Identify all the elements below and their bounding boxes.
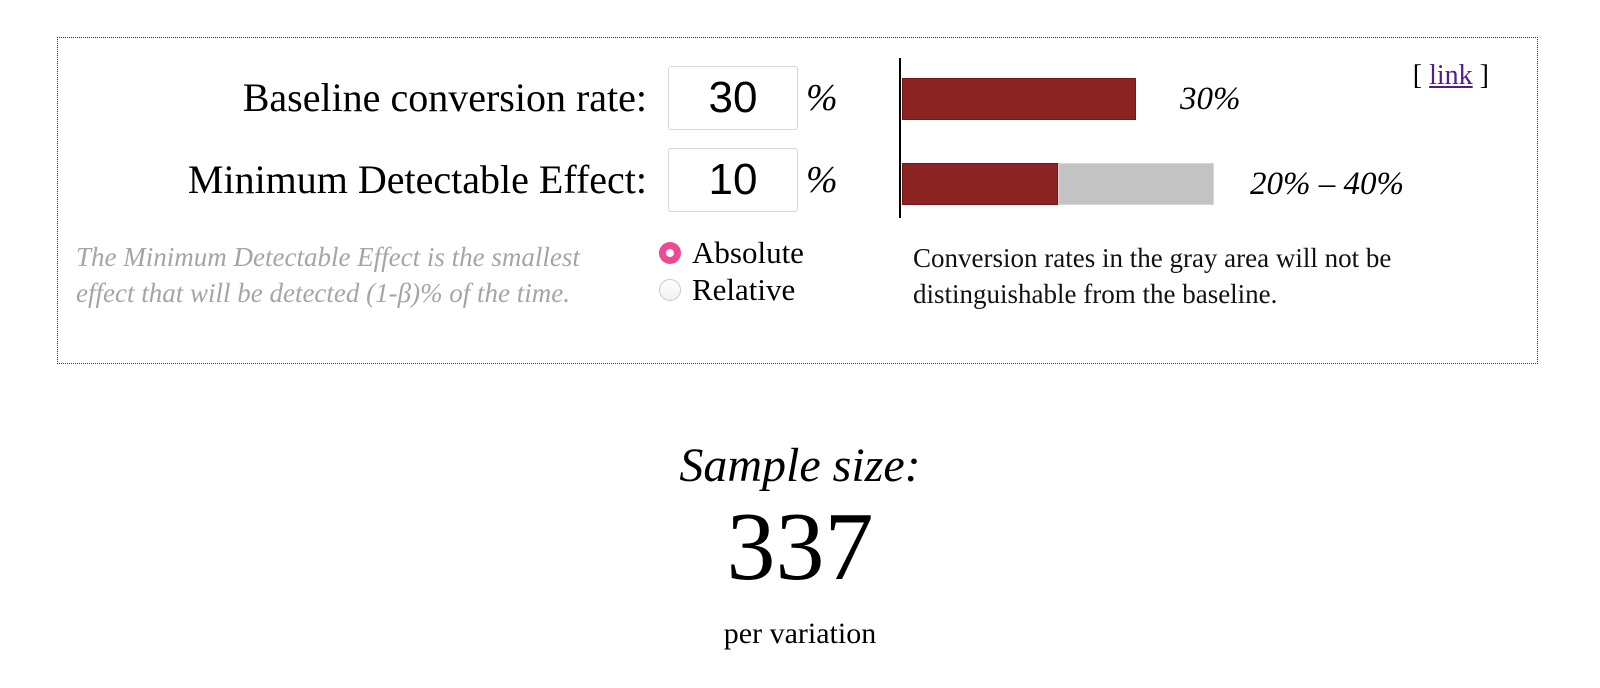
baseline-bar-label: 30% (1180, 81, 1241, 117)
radio-option-relative[interactable]: Relative (659, 271, 804, 308)
mde-explanation: The Minimum Detectable Effect is the sma… (76, 242, 580, 308)
result-section: Sample size: 337 per variation (0, 438, 1600, 651)
range-bar-label: 20% – 40% (1250, 166, 1404, 202)
sample-size-title: Sample size: (679, 439, 921, 492)
radio-option-absolute[interactable]: Absolute (659, 234, 804, 271)
baseline-bar (902, 78, 1136, 120)
mde-label: Minimum Detectable Effect: (187, 157, 647, 202)
baseline-bar-segment (902, 78, 1136, 120)
baseline-rate-unit: % (806, 77, 838, 119)
range-bar-gray-segment (1058, 163, 1214, 205)
range-bar (902, 163, 1214, 205)
chart-axis (899, 58, 901, 218)
radio-relative-label: Relative (692, 271, 796, 307)
baseline-rate-input[interactable] (668, 66, 798, 130)
permalink-link[interactable]: link (1429, 60, 1473, 91)
gray-area-caption: Conversion rates in the gray area will n… (913, 243, 1392, 309)
radio-absolute-icon[interactable] (659, 241, 681, 264)
sample-size-value: 337 (726, 493, 874, 601)
baseline-rate-label: Baseline conversion rate: (242, 75, 647, 120)
mde-mode-radio-group: Absolute Relative (659, 234, 804, 308)
bracket-open: [ (1412, 60, 1423, 91)
mde-unit: % (806, 159, 838, 201)
permalink-wrapper: [ link ] (1413, 60, 1489, 92)
calculator-panel: Baseline conversion rate: % Minimum Dete… (57, 37, 1538, 364)
radio-relative-icon[interactable] (659, 278, 681, 301)
radio-absolute-label: Absolute (692, 234, 804, 270)
bracket-close: ] (1479, 60, 1489, 91)
range-bar-red-segment (902, 163, 1058, 205)
per-variation-label: per variation (723, 616, 877, 650)
mde-input[interactable] (668, 148, 798, 212)
